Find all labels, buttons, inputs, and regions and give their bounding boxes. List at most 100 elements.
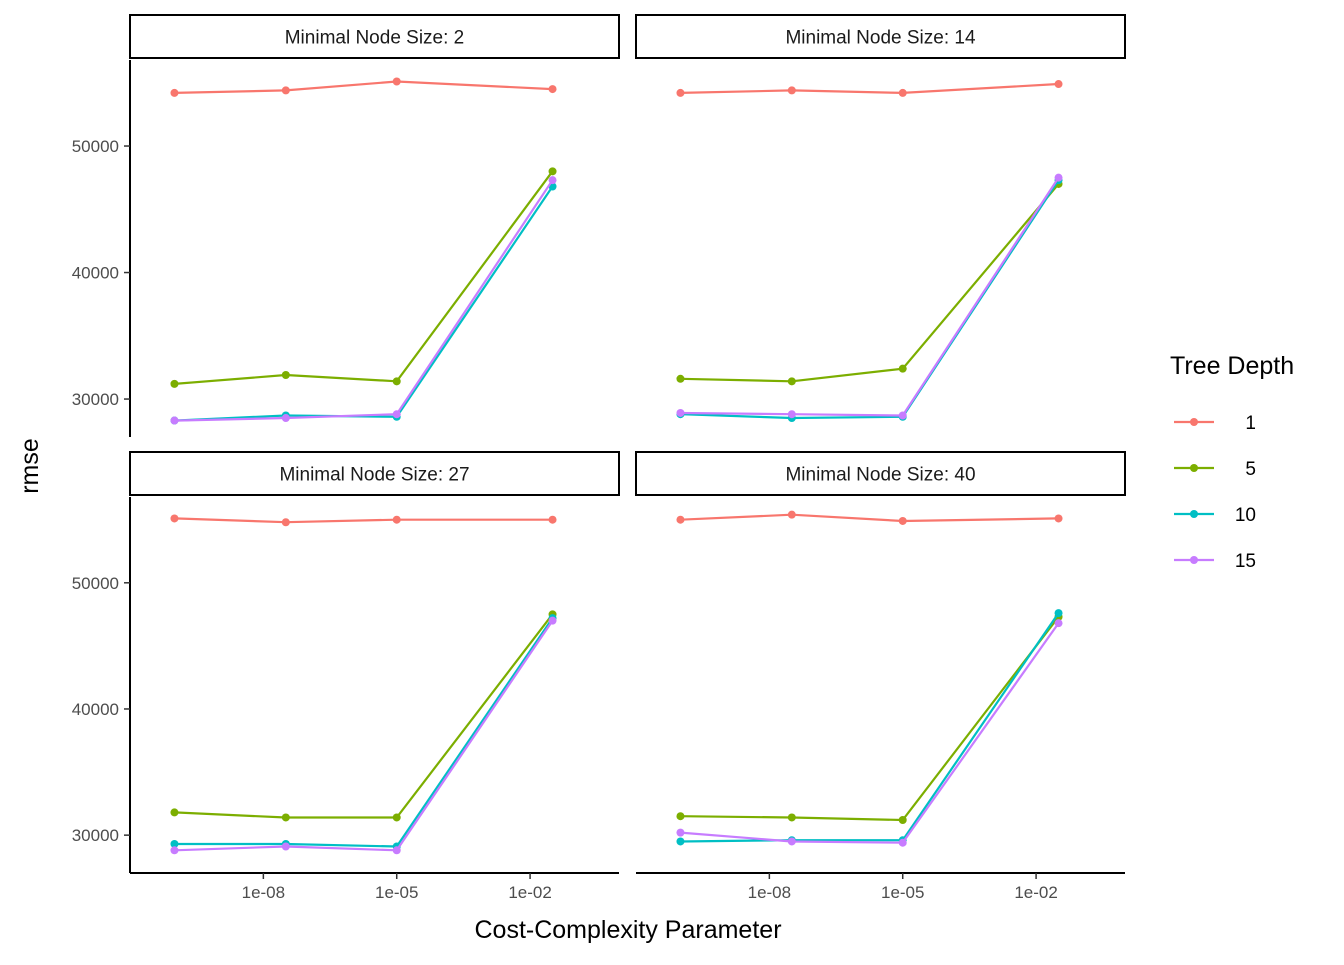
facet-panel: Minimal Node Size: 40 1e-08 1e-05 1e-02 [635, 451, 1126, 902]
x-axis-title: Cost-Complexity Parameter [474, 916, 781, 944]
series-5 [676, 179, 1063, 386]
legend-label: 5 [1245, 459, 1256, 480]
series-15 [676, 619, 1063, 847]
facet-panel: Minimal Node Size: 2 30000 40000 50000 [72, 14, 620, 437]
facet-strip-label: Minimal Node Size: 40 [785, 465, 975, 486]
facet-strip-label: Minimal Node Size: 2 [285, 28, 465, 49]
x-tick-label: 1e-05 [881, 883, 924, 902]
data-point [1054, 514, 1063, 523]
data-point [170, 846, 179, 855]
data-point [898, 88, 907, 97]
series-10 [676, 176, 1063, 423]
data-point [392, 377, 401, 386]
data-point [676, 88, 685, 97]
legend-key-point [1190, 418, 1198, 426]
data-point [281, 518, 290, 527]
data-point [392, 813, 401, 822]
data-point [898, 838, 907, 847]
x-tick-label: 1e-08 [748, 883, 791, 902]
data-point [392, 846, 401, 855]
data-point [281, 842, 290, 851]
y-tick-label: 50000 [72, 137, 119, 156]
data-point [1054, 80, 1063, 89]
data-point [787, 813, 796, 822]
facet-strip-box [129, 451, 620, 496]
legend-key-point [1190, 464, 1198, 472]
series-15 [676, 173, 1063, 420]
series-line [680, 179, 1060, 420]
data-point [676, 812, 685, 821]
series-1 [170, 514, 557, 527]
series-5 [170, 167, 557, 388]
data-point [392, 515, 401, 524]
data-point [1054, 173, 1063, 182]
data-point [898, 364, 907, 373]
data-point [676, 515, 685, 524]
facet-strip-box [635, 451, 1126, 496]
data-point [787, 410, 796, 419]
legend-label: 1 [1245, 413, 1256, 434]
data-point [170, 88, 179, 97]
series-line [680, 183, 1060, 383]
data-point [787, 837, 796, 846]
facet-strip: Minimal Node Size: 14 [635, 14, 1126, 59]
legend-entry: 15 [1174, 551, 1256, 572]
facet-strip-label: Minimal Node Size: 14 [785, 28, 976, 49]
series-10 [170, 182, 557, 425]
data-point [1054, 619, 1063, 628]
x-tick-label: 1e-08 [242, 883, 285, 902]
data-point [898, 411, 907, 420]
series-line [680, 612, 1060, 843]
data-point [170, 839, 179, 848]
series-line [680, 513, 1059, 523]
series-5 [676, 612, 1063, 825]
series-10 [676, 609, 1063, 846]
data-point [170, 416, 179, 425]
data-point [548, 176, 557, 185]
series-line [680, 622, 1060, 844]
data-point [170, 808, 179, 817]
x-tick-label: 1e-02 [508, 883, 551, 902]
series-1 [170, 77, 557, 97]
series-1 [676, 80, 1063, 97]
panels-layer: Minimal Node Size: 2 30000 40000 50000 Minim… [72, 14, 1126, 902]
legend-entry: 10 [1174, 505, 1256, 526]
facet-strip: Minimal Node Size: 27 [129, 451, 620, 496]
facet-strip: Minimal Node Size: 2 [129, 14, 620, 59]
series-1 [676, 510, 1063, 525]
data-point [548, 167, 557, 176]
data-point [281, 414, 290, 423]
y-tick-label: 50000 [72, 574, 119, 593]
series-line [174, 517, 553, 524]
series-15 [170, 176, 557, 425]
legend-label: 10 [1235, 505, 1256, 526]
data-point [170, 514, 179, 523]
data-point [1054, 609, 1063, 618]
data-point [676, 408, 685, 417]
series-line [174, 620, 554, 852]
data-point [676, 828, 685, 837]
x-tick-label: 1e-05 [375, 883, 418, 902]
data-point [548, 85, 557, 94]
series-5 [170, 610, 557, 822]
y-tick-label: 30000 [72, 826, 119, 845]
facet-strip-label: Minimal Node Size: 27 [279, 465, 469, 486]
data-point [392, 77, 401, 86]
facet-strip-box [635, 14, 1126, 59]
data-point [548, 515, 557, 524]
data-point [787, 86, 796, 95]
legend-entry: 1 [1174, 413, 1256, 434]
series-line [174, 179, 554, 422]
series-line [680, 616, 1060, 822]
data-point [676, 837, 685, 846]
y-axis-title: rmse [16, 438, 44, 494]
series-line [680, 177, 1060, 417]
facet-strip-box [129, 14, 620, 59]
x-tick-label: 1e-02 [1014, 883, 1057, 902]
legend-label: 15 [1235, 551, 1256, 572]
y-tick-label: 40000 [72, 264, 119, 283]
data-point [787, 510, 796, 519]
